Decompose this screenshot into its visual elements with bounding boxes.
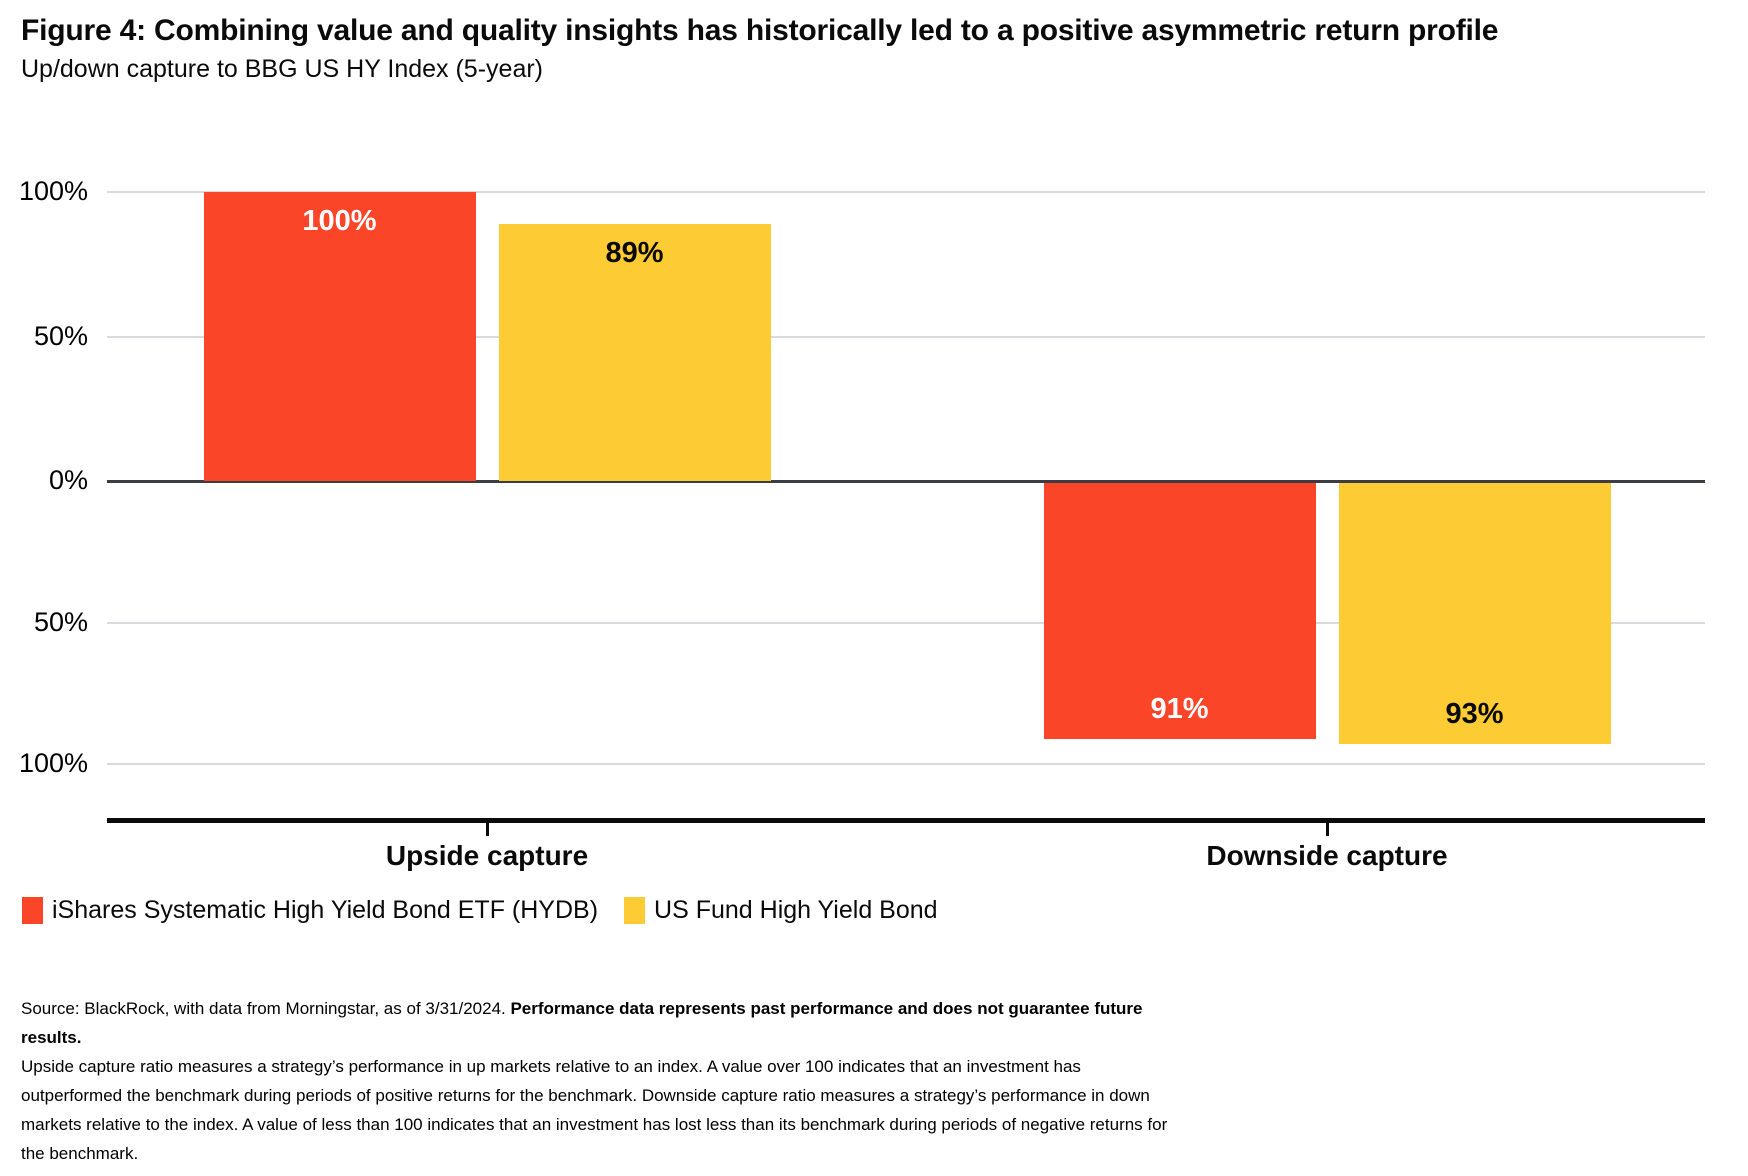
y-tick-label: 50% [33,606,88,637]
hydb-color-swatch [22,897,43,924]
figure-subtitle: Up/down capture to BBG US HY Index (5-ye… [21,55,543,83]
x-category-label: Downside capture [1206,840,1448,871]
y-tick-label: 100% [18,176,88,206]
bar-value-label: 100% [302,205,377,237]
performance-disclaimer: Performance data represents past perform… [21,999,1143,1047]
y-tick-label: 100% [18,748,88,778]
x-axis-tick [1326,823,1329,836]
gridline [107,621,1705,624]
legend-item-hydb: iShares Systematic High Yield Bond ETF (… [22,896,598,925]
y-tick-label: 50% [33,320,88,351]
bar-hydb-upside: 100% [203,192,476,481]
gridline [107,191,1705,193]
bar-hydb-downside: 91% [1043,483,1316,739]
source-note: Source: BlackRock, with data from Mornin… [21,994,1171,1052]
figure-title: Figure 4: Combining value and quality in… [21,14,1499,47]
y-tick-label: 0% [48,465,88,495]
x-axis-line [107,818,1705,823]
x-axis-tick [486,823,489,836]
capture-bar-chart: 100% 50% 0% 50% 100% 100% 89% Upside capture 91%… [18,176,1705,871]
bar-value-label: 89% [605,236,664,269]
x-category-label: Upside capture [385,840,589,871]
bar-value-label: 91% [1150,692,1209,725]
bar-value-label: 93% [1445,698,1504,731]
footnotes: Source: BlackRock, with data from Mornin… [21,994,1171,1168]
us-fund-color-swatch [624,897,646,924]
legend-item-us-fund: US Fund High Yield Bond [624,896,938,925]
legend-label-us-fund: US Fund High Yield Bond [654,896,938,924]
gridline [107,335,1705,338]
bar-usfund-upside: 89% [498,223,771,481]
zero-gridline [107,480,1705,483]
chart-legend: iShares Systematic High Yield Bond ETF (… [22,896,938,925]
bar-usfund-downside: 93% [1338,483,1611,745]
gridline [107,763,1705,765]
definitions-note: Upside capture ratio measures a strategy… [21,1057,1168,1163]
source-text: Source: BlackRock, with data from Mornin… [21,999,511,1018]
legend-label-hydb: iShares Systematic High Yield Bond ETF (… [52,896,599,924]
